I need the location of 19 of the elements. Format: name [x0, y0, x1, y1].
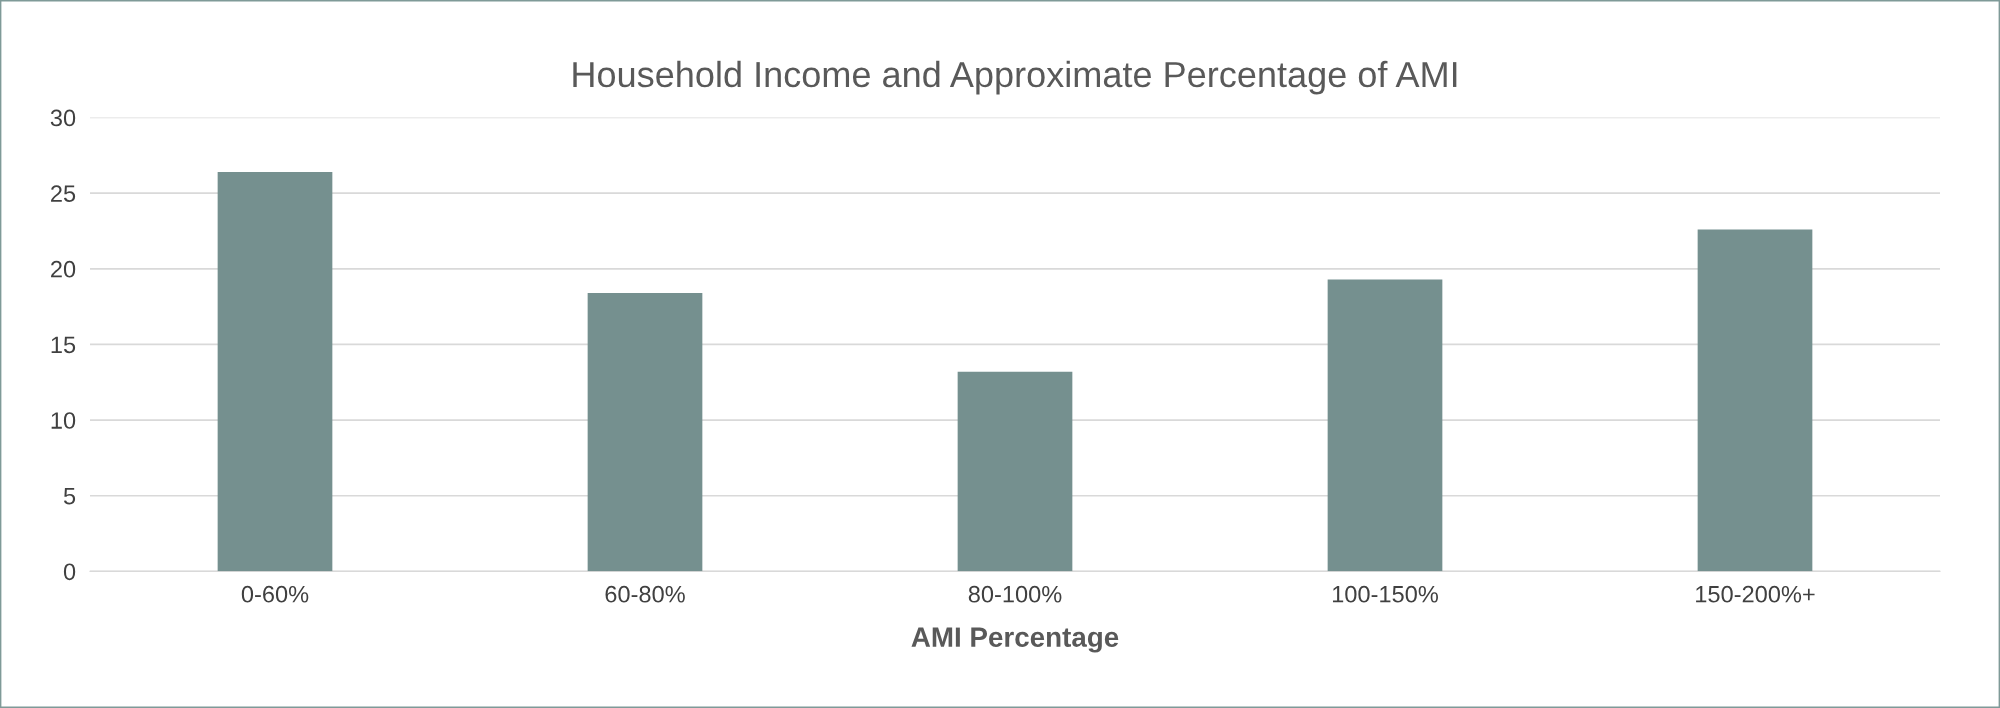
- x-axis-title: AMI Percentage: [911, 627, 1119, 653]
- y-tick-label: 0: [63, 563, 76, 581]
- y-tick-label: 5: [63, 488, 76, 505]
- bar: [1327, 279, 1443, 572]
- x-tick-label: 150-200%+: [1696, 585, 1815, 603]
- y-tick-label: 15: [51, 336, 76, 354]
- bar: [217, 171, 333, 572]
- x-tick-label: 100-150%: [1332, 585, 1438, 603]
- bar: [1697, 229, 1813, 572]
- x-tick-label: 60-80%: [605, 585, 685, 603]
- y-tick-label: 20: [51, 260, 76, 278]
- x-tick-label: 80-100%: [968, 585, 1062, 603]
- y-tick-label: 25: [51, 185, 76, 202]
- y-tick-label: 30: [50, 109, 76, 127]
- chart-title: Household Income and Approximate Percentage of AMI: [573, 60, 1457, 95]
- bar: [957, 371, 1073, 572]
- y-tick-label: 10: [51, 412, 76, 429]
- x-tick-label: 0-60%: [241, 585, 309, 603]
- bar: [587, 293, 703, 572]
